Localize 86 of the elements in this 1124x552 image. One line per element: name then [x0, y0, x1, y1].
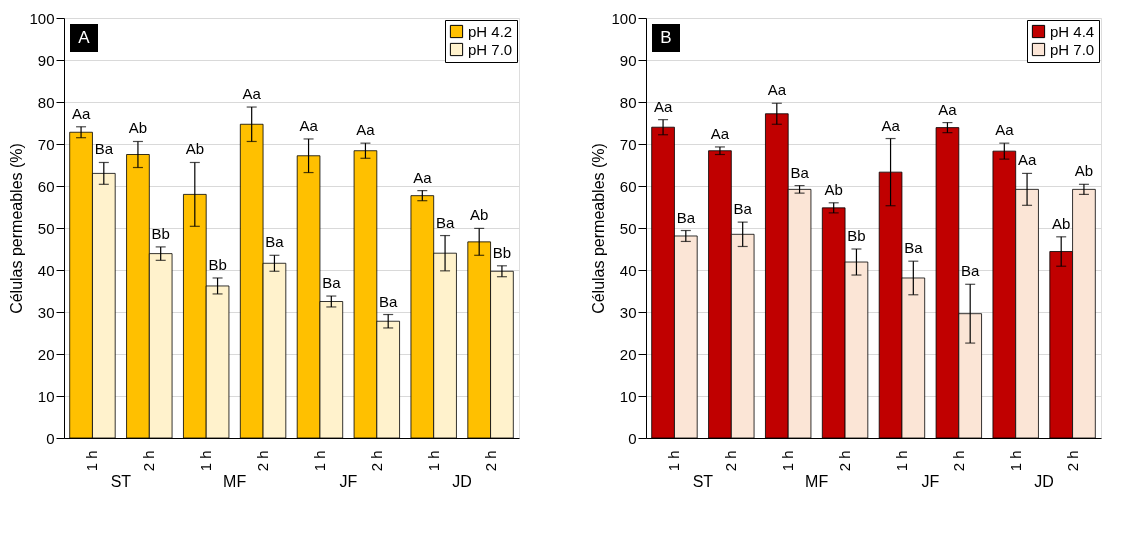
- x-tick-label: 2 h: [254, 450, 272, 472]
- x-tick-label: 1 h: [892, 450, 910, 472]
- y-tick-label: 30: [37, 303, 55, 321]
- x-tick-label: 2 h: [481, 450, 499, 472]
- data-label: Ab: [1052, 214, 1071, 232]
- data-label: Aa: [242, 85, 262, 103]
- data-label: Ab: [1074, 162, 1094, 180]
- text: JD: [452, 473, 472, 490]
- x-tick-label: 2 h: [722, 450, 740, 472]
- y-tick-label: 20: [619, 345, 637, 363]
- y-tick-label: 0: [628, 429, 637, 447]
- data-label: Ba: [676, 208, 696, 226]
- data-label: Aa: [299, 116, 319, 134]
- data-label: Bb: [208, 255, 227, 273]
- x-tick-label: 1 h: [665, 450, 683, 472]
- x-tick-label: 1 h: [424, 450, 442, 472]
- data-label: Ba: [265, 233, 285, 251]
- text: JF: [339, 473, 358, 490]
- text: B: [660, 28, 672, 47]
- legend-label: pH 7.0: [1050, 40, 1095, 58]
- data-label: Ab: [824, 180, 843, 198]
- data-label: Ba: [790, 163, 810, 181]
- text: MF: [223, 473, 247, 490]
- y-tick-label: 100: [29, 9, 55, 27]
- x-tick-label: 1 h: [310, 450, 328, 472]
- data-label: Aa: [1017, 151, 1037, 169]
- y-tick-label: 40: [37, 261, 55, 279]
- x-tick-label: 1 h: [1006, 450, 1024, 472]
- data-label: Ba: [322, 274, 342, 292]
- y-tick-label: 60: [619, 177, 637, 195]
- x-tick-label: 2 h: [949, 450, 967, 472]
- y-tick-label: 70: [619, 135, 637, 153]
- y-tick-label: 50: [37, 219, 55, 237]
- text: MF: [805, 473, 829, 490]
- data-label: Ba: [904, 239, 924, 257]
- text: A: [78, 28, 91, 47]
- y-tick-label: 30: [619, 303, 637, 321]
- text: JD: [1034, 473, 1054, 490]
- legend-label: pH 4.4: [1050, 22, 1095, 40]
- legend-label: pH 7.0: [468, 40, 513, 58]
- y-tick-label: 80: [37, 93, 55, 111]
- data-label: Ba: [961, 262, 981, 280]
- data-label: Aa: [710, 124, 730, 142]
- y-tick-label: 90: [619, 51, 637, 69]
- y-axis-title: Células permeables (%): [590, 143, 608, 314]
- x-tick-label: 2 h: [836, 450, 854, 472]
- y-tick-label: 10: [619, 387, 637, 405]
- x-tick-label: 2 h: [1063, 450, 1081, 472]
- data-label: Bb: [151, 224, 170, 242]
- y-axis-title: Células permeables (%): [8, 143, 26, 314]
- text: ST: [110, 473, 132, 490]
- data-label: Ab: [128, 119, 148, 137]
- y-tick-label: 90: [37, 51, 55, 69]
- text: ST: [692, 473, 714, 490]
- y-tick-label: 40: [619, 261, 637, 279]
- data-label: Bb: [492, 243, 512, 261]
- y-tick-label: 100: [611, 9, 637, 27]
- data-label: Aa: [356, 121, 376, 139]
- data-label: Ba: [94, 140, 114, 158]
- y-tick-label: 10: [37, 387, 55, 405]
- data-label: Ba: [435, 213, 455, 231]
- data-label: Ab: [185, 140, 204, 158]
- y-tick-label: 50: [619, 219, 637, 237]
- x-tick-label: 2 h: [140, 450, 158, 472]
- data-label: Ab: [470, 206, 489, 224]
- data-label: Aa: [767, 81, 787, 99]
- x-tick-label: 1 h: [197, 450, 215, 472]
- y-tick-label: 0: [46, 429, 55, 447]
- x-tick-label: 1 h: [83, 450, 101, 472]
- data-label: Aa: [938, 100, 958, 118]
- x-tick-label: 1 h: [779, 450, 797, 472]
- y-tick-label: 70: [37, 135, 55, 153]
- data-label: Ba: [379, 292, 399, 310]
- data-label: Aa: [653, 97, 673, 115]
- data-label: Aa: [995, 121, 1015, 139]
- data-label: Aa: [881, 116, 901, 134]
- data-label: Aa: [71, 104, 91, 122]
- data-label: Aa: [413, 168, 433, 186]
- data-label: Bb: [847, 227, 866, 244]
- x-tick-label: 2 h: [367, 450, 385, 472]
- legend-label: pH 4.2: [468, 22, 513, 40]
- data-label: Ba: [733, 200, 753, 218]
- text: JF: [921, 473, 940, 490]
- y-tick-label: 80: [619, 93, 637, 111]
- y-tick-label: 60: [37, 177, 55, 195]
- y-tick-label: 20: [37, 345, 55, 363]
